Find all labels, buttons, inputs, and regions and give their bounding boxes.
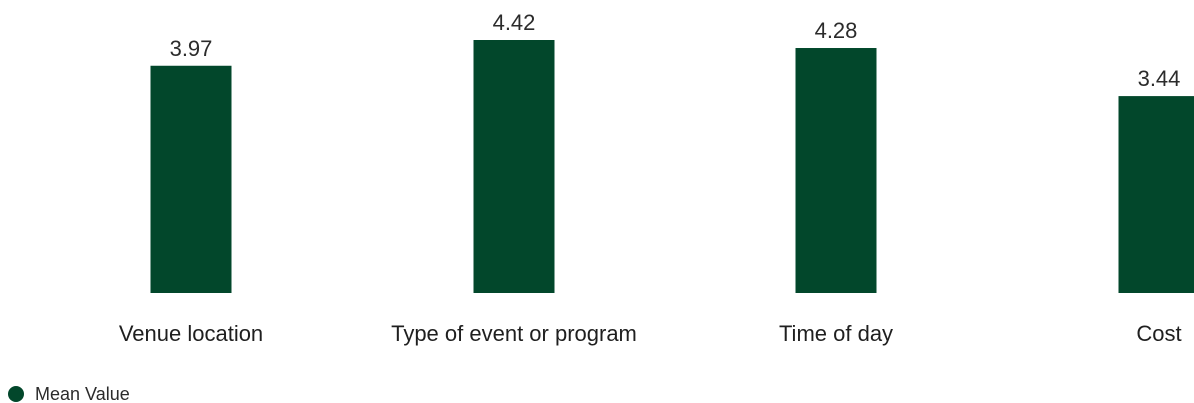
data-label-2: 4.42 (493, 10, 536, 35)
bars-group (150, 40, 1194, 293)
category-label-4: Cost (1136, 321, 1181, 346)
legend-marker-icon (8, 386, 24, 402)
legend-label: Mean Value (35, 384, 130, 403)
data-label-1: 3.97 (170, 36, 213, 61)
data-label-3: 4.28 (815, 18, 858, 43)
value-labels-group: 3.97 4.42 4.28 3.44 (170, 10, 1181, 91)
category-label-3: Time of day (779, 321, 893, 346)
category-labels-group: Venue location Type of event or program Ti… (119, 321, 1182, 346)
data-label-4: 3.44 (1138, 66, 1181, 91)
bar-3 (795, 48, 877, 293)
bar-2 (473, 40, 555, 293)
category-label-2: Type of event or program (391, 321, 637, 346)
bar-1 (150, 65, 232, 293)
category-label-1: Venue location (119, 321, 263, 346)
legend: Mean Value (8, 385, 130, 403)
bar-4 (1118, 96, 1194, 293)
